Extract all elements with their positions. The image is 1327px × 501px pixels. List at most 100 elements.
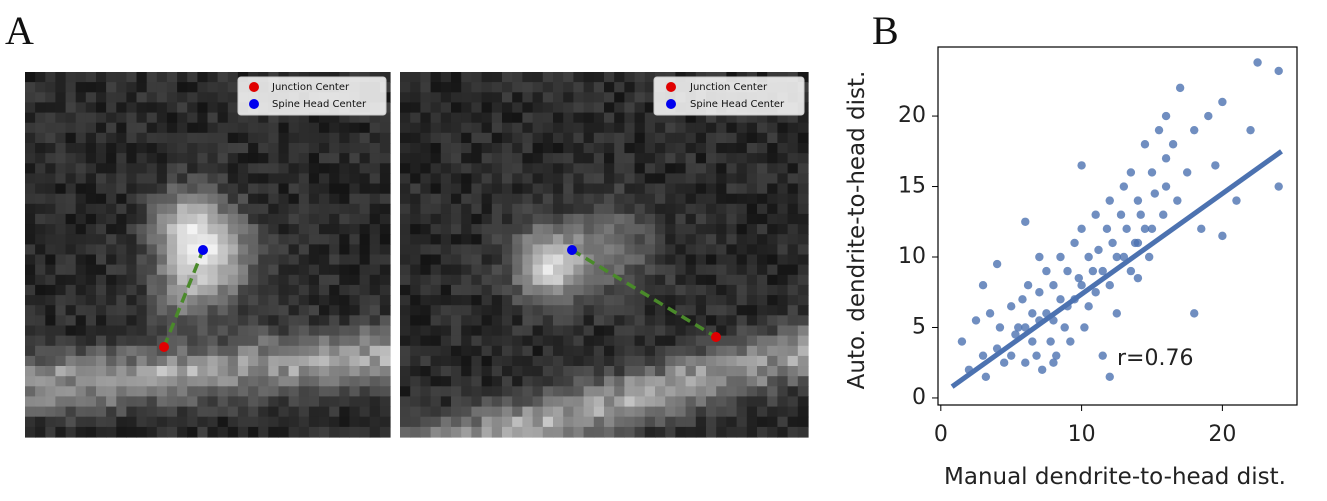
pixel xyxy=(736,315,748,326)
pixel xyxy=(471,82,483,93)
pixel xyxy=(757,396,768,408)
pixel xyxy=(583,102,595,114)
pixel xyxy=(106,163,117,174)
pixel xyxy=(349,274,361,286)
pixel xyxy=(187,193,198,205)
pixel xyxy=(726,274,738,286)
pixel xyxy=(502,244,513,256)
pixel xyxy=(451,315,462,326)
x-tick-label: 0 xyxy=(934,422,948,447)
pixel xyxy=(237,305,249,316)
pixel xyxy=(197,92,209,103)
pixel xyxy=(532,355,544,367)
point xyxy=(1035,252,1044,262)
legend-marker xyxy=(666,99,676,109)
pixel xyxy=(268,173,279,185)
pixel xyxy=(491,345,503,357)
pixel xyxy=(359,234,371,245)
pixel xyxy=(573,173,585,185)
pixel xyxy=(706,183,717,195)
pixel xyxy=(35,335,46,347)
pixel xyxy=(379,274,391,286)
pixel xyxy=(563,163,574,174)
pixel xyxy=(440,315,452,326)
pixel xyxy=(716,315,727,326)
pixel xyxy=(787,386,799,397)
pixel xyxy=(706,132,717,144)
pixel xyxy=(451,122,462,134)
pixel xyxy=(746,406,758,418)
pixel xyxy=(278,153,290,164)
pixel xyxy=(451,264,462,276)
pixel xyxy=(644,173,656,185)
pixel xyxy=(624,132,636,144)
pixel xyxy=(207,82,219,93)
pixel xyxy=(767,426,778,438)
point xyxy=(1028,337,1037,346)
pixel xyxy=(298,254,310,266)
pixel xyxy=(502,376,513,387)
pixel xyxy=(106,254,117,266)
pixel xyxy=(624,416,636,428)
pixel xyxy=(522,112,534,124)
pixel xyxy=(197,163,209,174)
pixel xyxy=(797,183,809,195)
pixel xyxy=(614,122,625,134)
pixel xyxy=(430,355,442,367)
pixel xyxy=(410,193,421,205)
pixel xyxy=(237,416,249,428)
pixel xyxy=(553,345,564,357)
pixel xyxy=(685,213,697,225)
pixel xyxy=(146,102,158,114)
pixel xyxy=(614,325,625,337)
pixel xyxy=(430,193,442,205)
pixel xyxy=(716,416,727,428)
pixel xyxy=(726,396,738,408)
pixel xyxy=(746,305,758,316)
pixel xyxy=(553,173,564,185)
pixel xyxy=(258,173,269,185)
pixel xyxy=(75,284,87,296)
pixel xyxy=(278,183,290,195)
pixel xyxy=(85,254,97,266)
pixel xyxy=(736,284,748,296)
pixel xyxy=(757,305,768,316)
pixel xyxy=(177,163,188,174)
pixel xyxy=(217,72,229,83)
pixel xyxy=(716,244,727,256)
pixel xyxy=(665,234,676,245)
pixel xyxy=(237,213,249,225)
pixel xyxy=(430,284,442,296)
pixel xyxy=(65,284,77,296)
pixel xyxy=(369,426,381,438)
pixel xyxy=(655,132,666,144)
pixel xyxy=(430,386,442,397)
pixel xyxy=(45,213,56,225)
pixel xyxy=(116,122,127,134)
pixel xyxy=(583,396,595,408)
point xyxy=(1154,125,1164,135)
pixel xyxy=(298,315,310,326)
pixel xyxy=(706,234,717,245)
pixel xyxy=(308,203,320,215)
y-tick-label: 20 xyxy=(898,103,926,128)
pixel xyxy=(665,254,676,266)
pixel xyxy=(604,345,615,357)
pixel xyxy=(177,102,188,114)
pixel xyxy=(797,335,809,347)
pixel xyxy=(177,426,188,438)
pixel xyxy=(502,82,513,93)
pixel xyxy=(217,112,229,124)
pixel xyxy=(308,295,320,306)
pixel xyxy=(379,254,391,266)
pixel xyxy=(187,203,198,215)
pixel xyxy=(308,112,320,124)
pixel xyxy=(430,224,442,235)
pixel xyxy=(339,416,350,428)
pixel xyxy=(451,224,462,235)
pixel xyxy=(777,396,789,408)
pixel xyxy=(166,163,178,174)
pixel xyxy=(624,284,636,296)
pixel xyxy=(655,213,666,225)
pixel xyxy=(400,376,411,387)
